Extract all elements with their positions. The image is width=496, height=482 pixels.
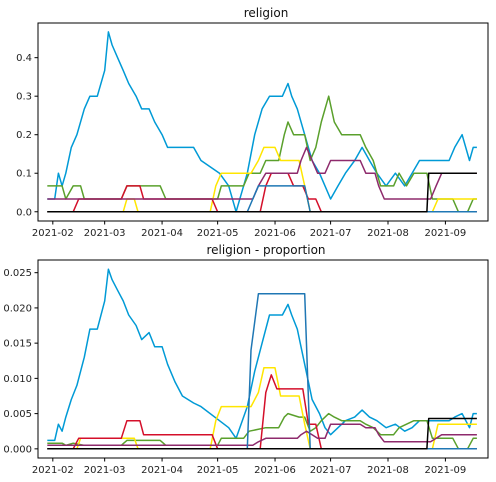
x-tick-label: 2021-07: [310, 228, 352, 239]
x-tick-label: 2021-02: [32, 228, 74, 239]
series-group: [47, 268, 477, 450]
series-line: [47, 172, 477, 213]
x-tick-label: 2021-09: [425, 465, 467, 476]
y-tick-label: 0.1: [16, 169, 32, 180]
plot-frame: [37, 259, 489, 459]
x-tick-label: 2021-03: [84, 465, 126, 476]
x-tick-label: 2021-06: [254, 465, 296, 476]
y-tick-label: 0.4: [16, 53, 32, 64]
x-tick-label: 2021-08: [367, 228, 409, 239]
series-line: [47, 268, 477, 442]
plot-frame: [37, 22, 489, 222]
y-tick-label: 0.0: [16, 207, 32, 218]
y-tick-label: 0.020: [3, 303, 32, 314]
x-tick-label: 2021-05: [197, 228, 239, 239]
y-tick-label: 0.000: [3, 444, 32, 455]
y-tick-label: 0.005: [3, 409, 32, 420]
x-tick-label: 2021-02: [32, 465, 74, 476]
chart-panel-religion: religion 2021-02 2021-03 2021-04 2021-05 202…: [16, 6, 489, 239]
x-tick-label: 2021-05: [197, 465, 239, 476]
y-tick-label: 0.2: [16, 130, 32, 141]
x-tick-label: 2021-08: [367, 465, 409, 476]
y-tick-label: 0.010: [3, 374, 32, 385]
x-tick-label: 2021-03: [84, 228, 126, 239]
series-group: [47, 31, 477, 213]
chart-title: religion - proportion: [206, 243, 325, 257]
series-line: [47, 423, 477, 447]
x-tick-label: 2021-07: [310, 465, 352, 476]
series-line: [47, 374, 477, 450]
y-tick-label: 0.3: [16, 92, 32, 103]
x-tick-label: 2021-04: [141, 228, 183, 239]
series-line: [47, 146, 477, 200]
x-tick-label: 2021-04: [141, 465, 183, 476]
chart-panel-religion-proportion: religion - proportion 2021-02 2021-03 2021…: [3, 243, 489, 476]
series-line: [47, 417, 477, 450]
series-line: [47, 412, 477, 450]
series-line: [47, 31, 477, 213]
chart-title: religion: [244, 6, 289, 20]
x-tick-label: 2021-09: [425, 228, 467, 239]
x-tick-label: 2021-06: [254, 228, 296, 239]
series-line: [47, 95, 477, 213]
y-tick-label: 0.015: [3, 339, 32, 350]
y-tick-label: 0.025: [3, 268, 32, 279]
